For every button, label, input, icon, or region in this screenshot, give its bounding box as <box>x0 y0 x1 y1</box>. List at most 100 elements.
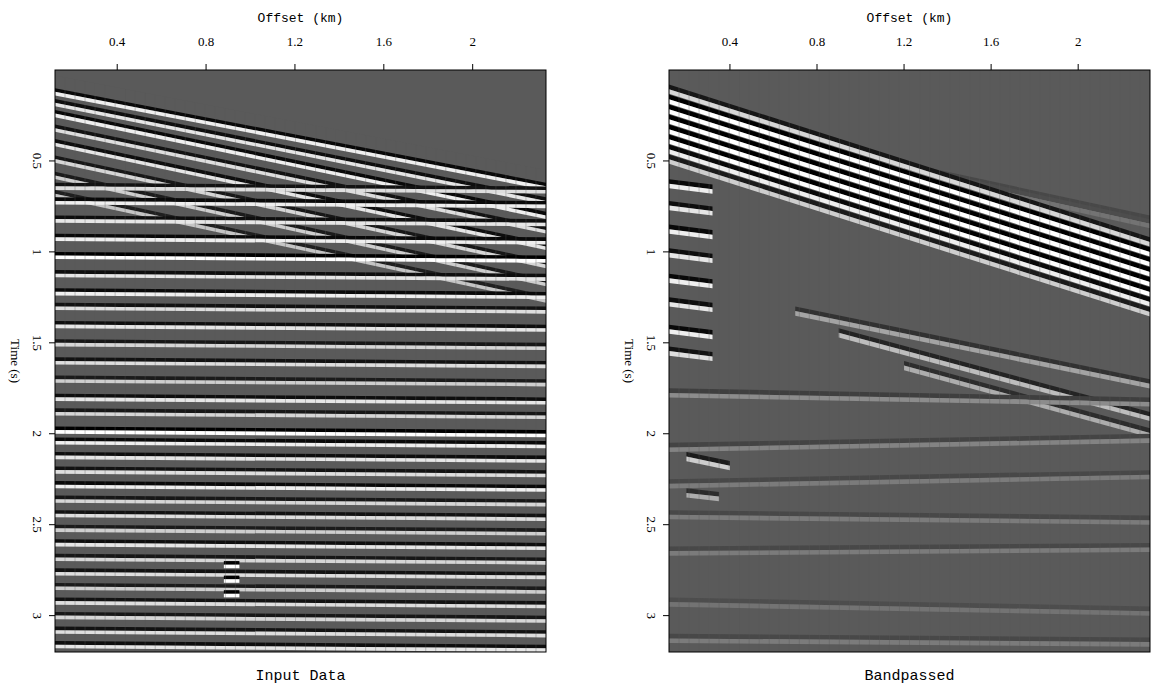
peak <box>55 430 546 437</box>
y-tick-label: 1 <box>644 249 659 256</box>
trace-seam <box>1069 70 1070 652</box>
trace-seam <box>1059 70 1060 652</box>
event <box>55 641 546 652</box>
peak <box>55 572 546 579</box>
trace-seam <box>949 70 950 652</box>
trace-seam <box>165 70 166 652</box>
trace-seam <box>195 70 196 652</box>
trace-seam <box>385 70 386 652</box>
x-tick <box>294 64 295 70</box>
trace-seam <box>185 70 186 652</box>
trace-seam <box>849 70 850 652</box>
trace-seam <box>225 70 226 652</box>
y-tick-label: 3 <box>30 612 45 619</box>
trace-seam <box>295 70 296 652</box>
event <box>55 288 546 299</box>
trough <box>224 590 240 594</box>
trace-seam <box>105 70 106 652</box>
peak <box>686 457 730 471</box>
trace-seam <box>679 70 680 652</box>
trace-seam <box>85 70 86 652</box>
trace-seam <box>65 70 66 652</box>
trace-seam <box>879 70 880 652</box>
peak <box>686 493 719 501</box>
y-tick <box>663 160 669 161</box>
frame <box>55 70 546 652</box>
x-tick <box>991 64 992 70</box>
trace-seam <box>1099 70 1100 652</box>
event <box>55 466 546 477</box>
trough <box>55 190 546 299</box>
y-tick <box>663 615 669 616</box>
trace-seam <box>435 70 436 652</box>
peak <box>55 325 546 332</box>
trace-seam <box>365 70 366 652</box>
x-tick <box>1078 64 1079 70</box>
trace-seam <box>1049 70 1050 652</box>
y-tick <box>663 251 669 252</box>
trace-seam <box>445 70 446 652</box>
x-tick-label: 0.8 <box>809 34 825 49</box>
trace-seam <box>1129 70 1130 652</box>
x-tick-label: 0.4 <box>109 34 126 49</box>
peak <box>224 579 240 583</box>
panel-title: Bandpassed <box>864 668 954 685</box>
event <box>55 234 546 245</box>
event <box>669 274 713 289</box>
y-tick <box>663 342 669 343</box>
plot-background <box>669 70 1150 652</box>
trace-seam <box>1019 70 1020 652</box>
peak <box>55 343 546 350</box>
trace-seam <box>689 70 690 652</box>
x-tick-label: 1.6 <box>376 34 393 49</box>
trough <box>224 576 240 580</box>
event <box>669 248 713 263</box>
trace-seam <box>285 70 286 652</box>
peak <box>839 333 1150 421</box>
event <box>55 510 546 521</box>
peak <box>55 456 546 463</box>
trace-seam <box>939 70 940 652</box>
peak <box>669 302 713 312</box>
event <box>55 525 546 536</box>
trace-seam <box>1089 70 1090 652</box>
panel: 0.40.81.21.62Offset (km)0.511.522.53Time… <box>622 11 1150 685</box>
peak <box>55 201 546 208</box>
event <box>55 496 546 507</box>
peak <box>55 397 546 404</box>
y-tick-label: 0.5 <box>644 153 659 169</box>
event <box>669 325 713 340</box>
event <box>55 597 546 608</box>
trace-seam <box>145 70 146 652</box>
peak <box>669 278 713 288</box>
peak <box>55 237 546 244</box>
peak <box>669 351 713 361</box>
plot-background <box>55 70 546 652</box>
peak <box>55 630 546 637</box>
trace-seam <box>789 70 790 652</box>
event <box>669 297 713 312</box>
x-tick-label: 0.4 <box>722 34 739 49</box>
trace-seam <box>829 70 830 652</box>
event <box>55 539 546 550</box>
y-tick-label: 3 <box>644 612 659 619</box>
trace-seam <box>325 70 326 652</box>
trace-seam <box>125 70 126 652</box>
y-tick <box>49 251 55 252</box>
event <box>839 328 1150 421</box>
peak <box>55 470 546 477</box>
peak <box>55 361 546 368</box>
mute-zone <box>55 70 546 170</box>
trace-seam <box>989 70 990 652</box>
x-tick <box>817 64 818 70</box>
frame <box>669 70 1150 652</box>
trace-seam <box>1079 70 1080 652</box>
event <box>224 561 240 568</box>
trace-seam <box>305 70 306 652</box>
event <box>55 197 546 208</box>
event <box>55 408 546 419</box>
y-axis-title: Time (s) <box>8 339 23 383</box>
trace-seam <box>75 70 76 652</box>
trace-seam <box>155 70 156 652</box>
y-tick <box>663 433 669 434</box>
